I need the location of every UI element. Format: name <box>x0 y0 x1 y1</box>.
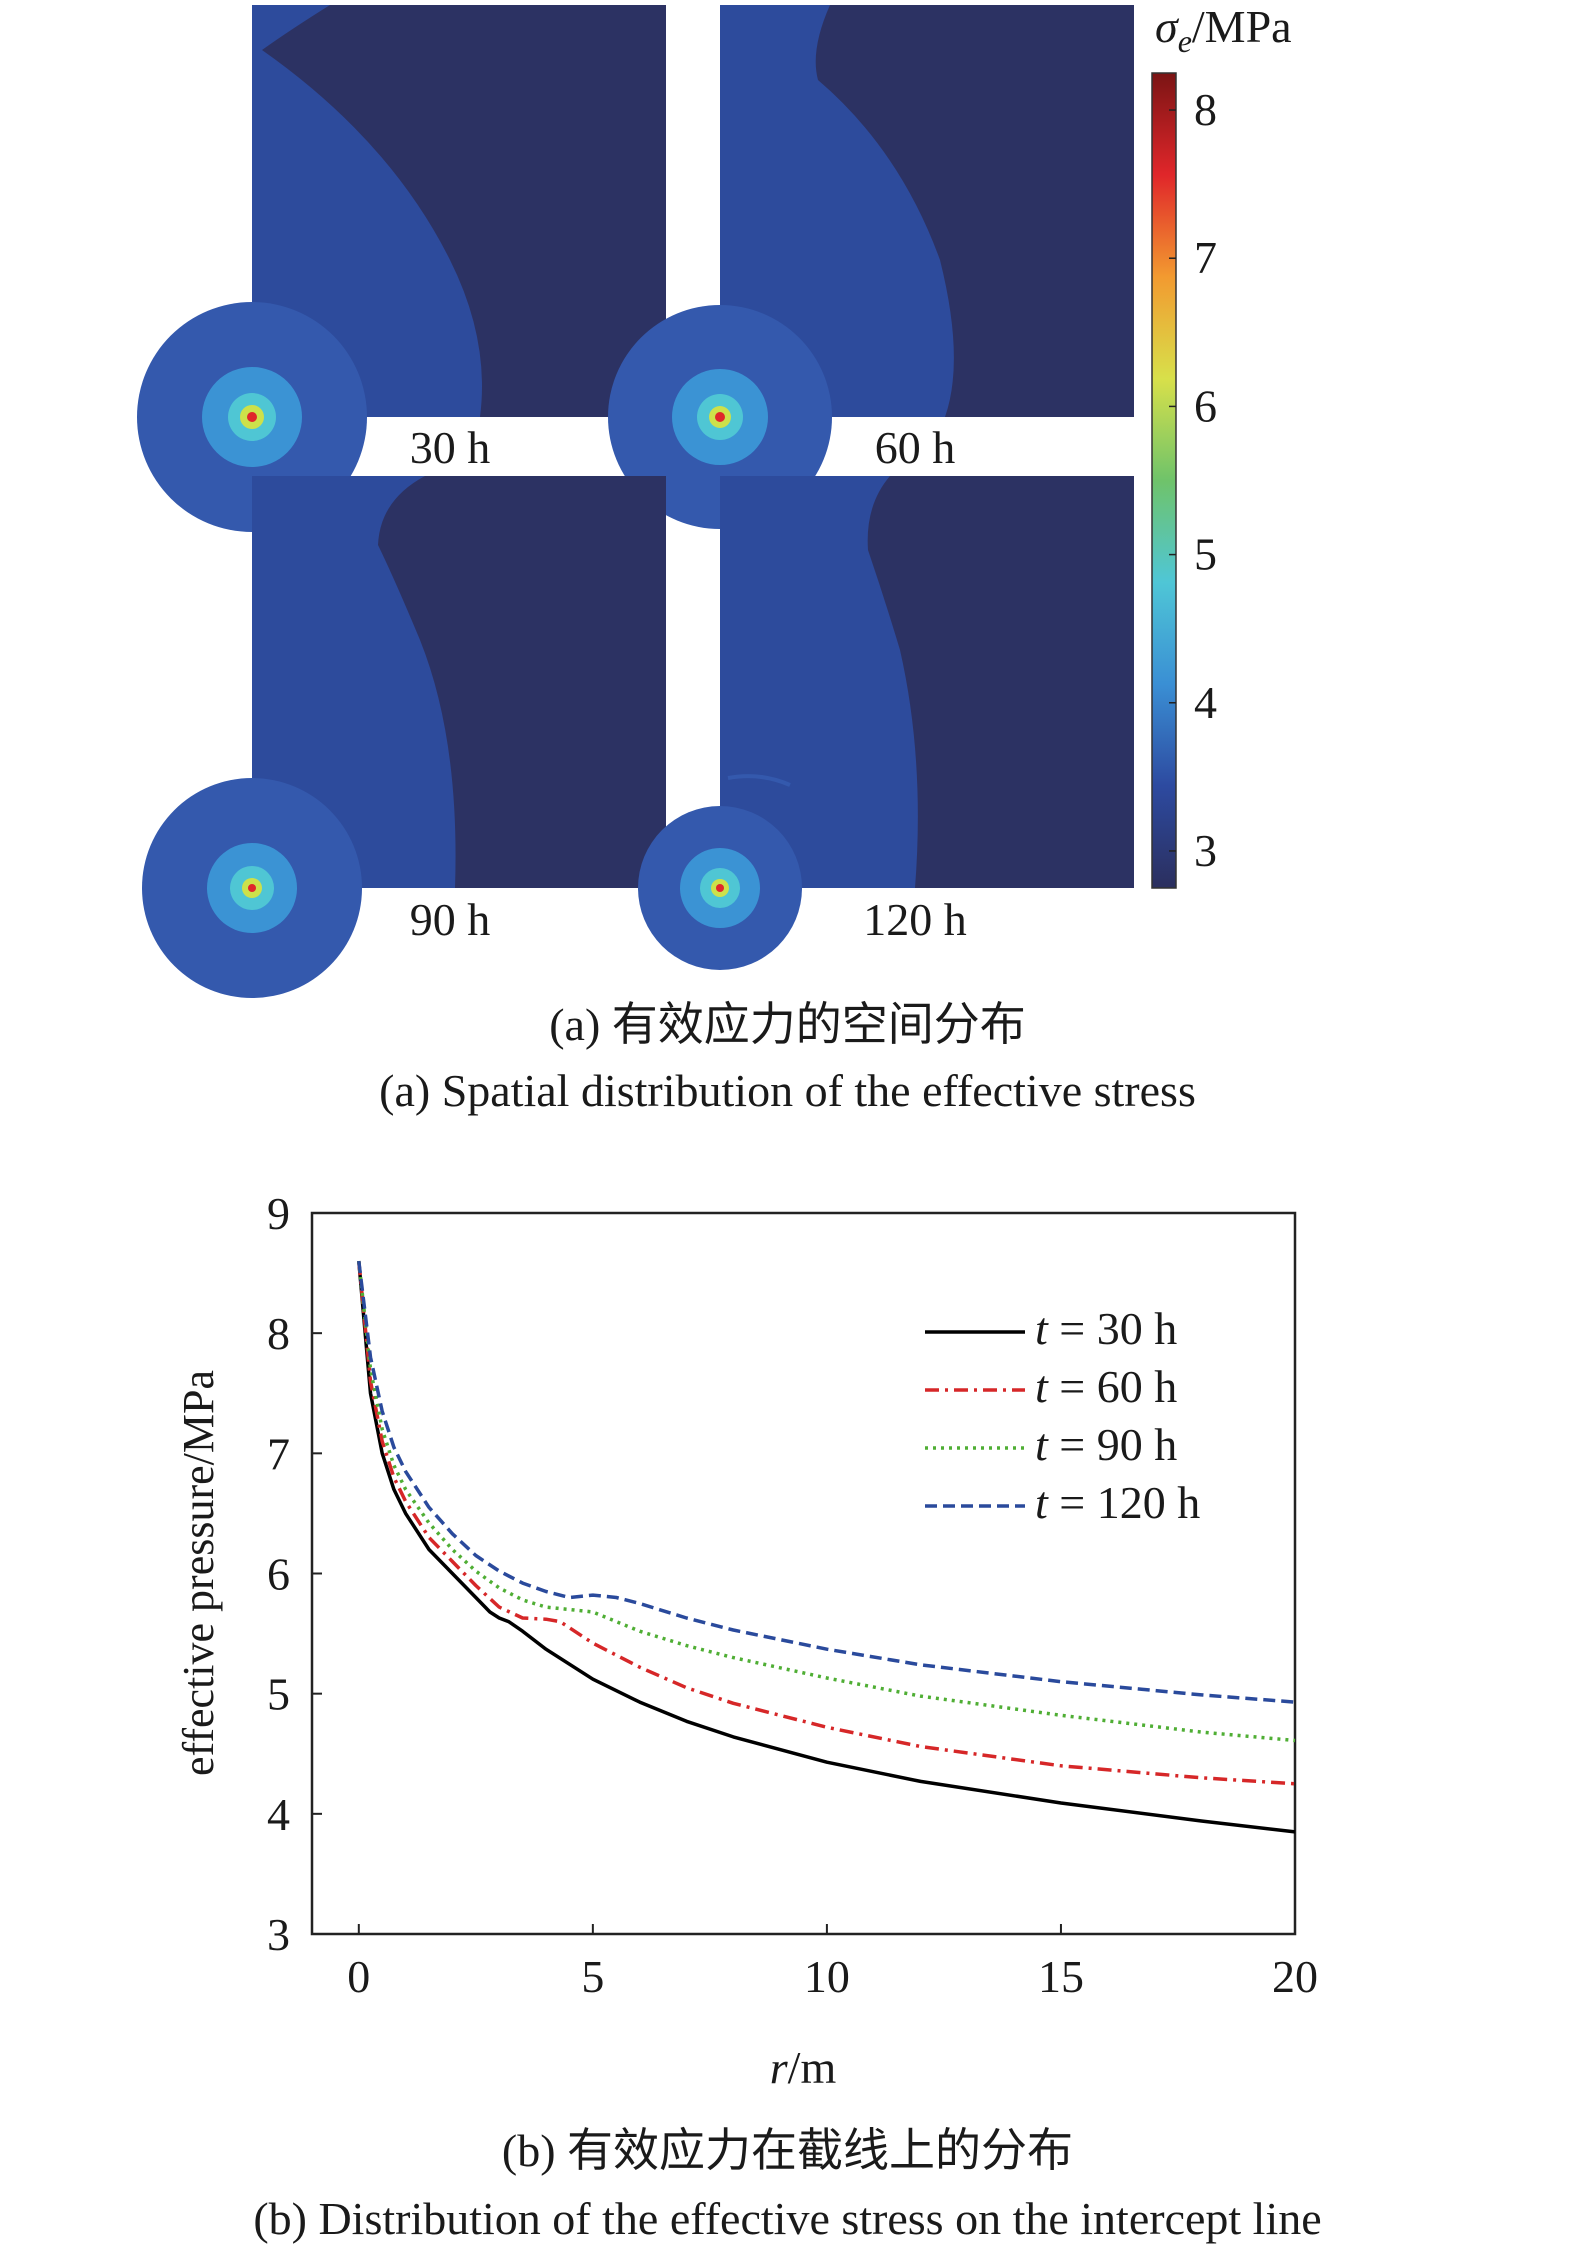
legend-label-var: t <box>1035 1361 1049 1412</box>
panel-label-30h: 30 h <box>410 422 491 473</box>
colorbar-title-subscript: e <box>1178 23 1192 59</box>
x-tick-label: 5 <box>581 1951 604 2002</box>
contour-panel-120h <box>638 476 1134 970</box>
series-line-90h <box>357 1260 1296 1743</box>
x-tick-label: 0 <box>347 1951 370 2002</box>
caption-a-cn: (a) 有效应力的空间分布 <box>549 999 1026 1050</box>
panel-label-120h: 120 h <box>863 894 967 945</box>
legend-label-rest: = 120 h <box>1048 1477 1200 1528</box>
legend-label-var: t <box>1035 1303 1049 1354</box>
legend-label: t = 120 h <box>1035 1477 1200 1528</box>
legend-label-rest: = 60 h <box>1048 1361 1177 1412</box>
y-tick-label: 3 <box>267 1909 290 1960</box>
caption-b-cn: (b) 有效应力在截线上的分布 <box>501 2125 1074 2176</box>
legend: t = 30 ht = 60 ht = 90 ht = 120 h <box>925 1303 1200 1528</box>
panel-label-60h: 60 h <box>875 422 956 473</box>
legend-label-var: t <box>1035 1419 1049 1470</box>
colorbar <box>1151 72 1177 889</box>
axis-ticks: 0 5 10 15 20 3 4 5 6 7 8 9 <box>267 1188 1318 2002</box>
x-tick-label: 20 <box>1272 1951 1318 2002</box>
colorbar-tick-label: 6 <box>1194 380 1217 431</box>
series-line-60h <box>357 1260 1296 1786</box>
colorbar-tick-label: 7 <box>1194 232 1217 283</box>
colorbar-tick-label: 8 <box>1194 84 1217 135</box>
y-tick-label: 5 <box>267 1669 290 1720</box>
contour-panel-90h <box>142 476 666 998</box>
colorbar-ticks: 8 7 6 5 4 3 <box>1169 84 1217 876</box>
legend-label-var: t <box>1035 1477 1049 1528</box>
caption-b-en: (b) Distribution of the effective stress… <box>253 2193 1322 2244</box>
colorbar-tick-label: 3 <box>1194 825 1217 876</box>
colorbar-tick-label: 4 <box>1194 677 1217 728</box>
series-line-120h <box>357 1260 1296 1704</box>
legend-label-rest: = 90 h <box>1048 1419 1177 1470</box>
contour-panel-30h <box>137 5 666 532</box>
legend-label-rest: = 30 h <box>1048 1303 1177 1354</box>
series-line-30h <box>357 1260 1296 1834</box>
y-tick-label: 6 <box>267 1549 290 1600</box>
x-tick-label: 10 <box>804 1951 850 2002</box>
colorbar-title-unit: /MPa <box>1192 1 1292 52</box>
legend-label: t = 60 h <box>1035 1361 1177 1412</box>
y-tick-label: 9 <box>267 1188 290 1239</box>
panel-label-90h: 90 h <box>410 894 491 945</box>
y-tick-label: 8 <box>267 1308 290 1359</box>
colorbar-title: σe/MPa <box>1155 1 1292 59</box>
y-tick-label: 4 <box>267 1789 290 1840</box>
contour-panel-60h <box>608 5 1134 529</box>
colorbar-tick-label: 5 <box>1194 529 1217 580</box>
y-tick-label: 7 <box>267 1428 290 1479</box>
legend-label: t = 30 h <box>1035 1303 1177 1354</box>
colorbar-title-symbol: σ <box>1155 1 1180 52</box>
legend-label: t = 90 h <box>1035 1419 1177 1470</box>
series-lines <box>357 1260 1296 1834</box>
caption-a-en: (a) Spatial distribution of the effectiv… <box>379 1065 1196 1116</box>
x-axis-label-var: r <box>770 2042 789 2093</box>
y-axis-label: effective pressure/MPa <box>174 1370 223 1776</box>
x-axis-label-unit: /m <box>788 2042 837 2093</box>
x-tick-label: 15 <box>1038 1951 1084 2002</box>
x-axis-label: r/m <box>770 2042 837 2093</box>
